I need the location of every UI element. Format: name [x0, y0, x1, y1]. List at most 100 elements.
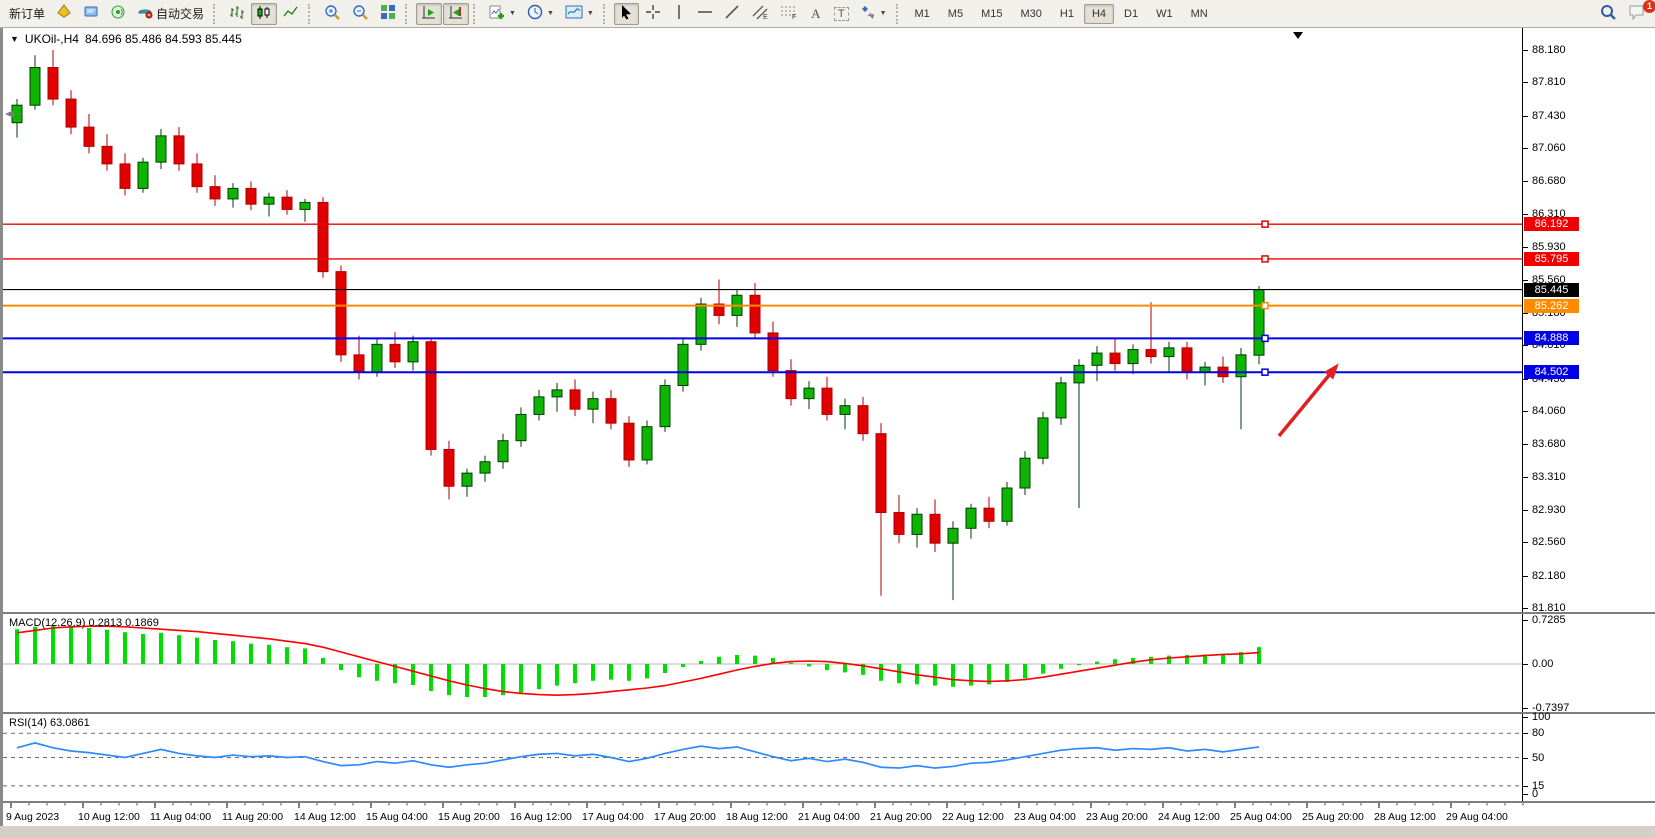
- price-axis-tick: [1523, 542, 1528, 544]
- level-line-handle[interactable]: [1261, 334, 1269, 343]
- time-axis-label: 15 Aug 20:00: [438, 811, 500, 823]
- notifications-button[interactable]: 1: [1623, 0, 1655, 25]
- auto-trading-button[interactable]: 自动交易: [132, 3, 209, 25]
- line-chart-icon: [283, 5, 299, 23]
- rsi-axis-label: 15: [1532, 779, 1545, 792]
- rsi-axis-label: 50: [1532, 751, 1545, 764]
- price-axis-tick: [1523, 509, 1528, 511]
- level-line-handle[interactable]: [1261, 255, 1269, 263]
- price-axis-tick: [1523, 410, 1528, 412]
- channel-tool-button[interactable]: E: [746, 3, 774, 25]
- search-icon: [1600, 4, 1617, 24]
- line-chart-mode-button[interactable]: [278, 3, 304, 25]
- time-axis-label: 17 Aug 20:00: [654, 811, 716, 823]
- periods-button[interactable]: ▼: [522, 3, 559, 25]
- candle-body: [821, 387, 833, 415]
- toolbar-separator: [602, 3, 608, 24]
- timeframe-button-M5[interactable]: M5: [947, 7, 964, 20]
- text-tool-button[interactable]: A: [804, 3, 828, 25]
- tile-windows-button[interactable]: [375, 3, 401, 25]
- candlestick-mode-button[interactable]: [251, 2, 278, 25]
- chart-shift-marker-icon[interactable]: [1293, 32, 1303, 39]
- search-button[interactable]: [1595, 3, 1622, 25]
- rsi-axis: 100 80 50 15 0: [1522, 711, 1655, 801]
- candle-body: [623, 422, 635, 461]
- timeframe-button-W1[interactable]: W1: [1156, 7, 1173, 20]
- time-axis-label: 15 Aug 04:00: [366, 811, 428, 823]
- trendline-tool-button[interactable]: [719, 3, 745, 25]
- level-line-handle[interactable]: [1261, 220, 1269, 228]
- level-line-handle[interactable]: [1261, 368, 1269, 376]
- chart-shift-button[interactable]: [443, 2, 470, 25]
- rsi-axis-tick: [1523, 785, 1528, 787]
- zoom-in-button[interactable]: [319, 3, 346, 25]
- macd-axis-label: -0.7397: [1532, 702, 1570, 715]
- candle-body: [191, 163, 203, 188]
- new-order-button[interactable]: 新订单: [4, 3, 50, 25]
- label-tool-button[interactable]: T: [829, 3, 854, 25]
- toolbar-separator: [895, 3, 901, 24]
- price-axis-tick: [1523, 312, 1528, 314]
- price-axis-label: 83.310: [1532, 470, 1566, 483]
- time-axis-label: 28 Aug 12:00: [1374, 811, 1436, 823]
- time-axis-label: 24 Aug 12:00: [1158, 811, 1220, 823]
- candle-body: [839, 405, 851, 415]
- horizontal-line-tool-button[interactable]: [692, 3, 718, 25]
- price-axis-tick: [1523, 213, 1528, 215]
- candle-body: [1163, 347, 1175, 358]
- auto-scroll-button[interactable]: [416, 2, 443, 25]
- indicators-button[interactable]: ▼: [484, 3, 521, 25]
- chevron-down-icon: ▼: [546, 10, 554, 17]
- rsi-axis-tick: [1523, 794, 1528, 795]
- timeframe-button-M1[interactable]: M1: [914, 7, 930, 20]
- signals-button[interactable]: [105, 3, 131, 25]
- timeframe-button-H4[interactable]: H4: [1083, 3, 1115, 24]
- candlestick-chart-canvas[interactable]: [3, 28, 1525, 612]
- rsi-title: RSI(14): [9, 717, 47, 729]
- yellow-tag-icon: [56, 4, 72, 23]
- notification-count-badge: 1: [1643, 0, 1655, 13]
- toolbar-separator: [405, 3, 410, 24]
- time-axis-label: 10 Aug 12:00: [78, 811, 140, 823]
- macd-axis-label: 0.00: [1532, 658, 1554, 670]
- zoom-out-button[interactable]: [347, 3, 374, 25]
- candle-body: [1073, 364, 1085, 384]
- vertical-line-tool-button[interactable]: [667, 3, 691, 25]
- rsi-axis-tick: [1523, 733, 1528, 735]
- candle-body: [101, 145, 113, 165]
- time-axis[interactable]: 9 Aug 2023 10 Aug 12:00 11 Aug 04:00 11 Aug…: [3, 801, 1655, 826]
- level-line-handle[interactable]: [1261, 301, 1269, 310]
- history-center-button[interactable]: [51, 3, 77, 25]
- rsi-chart-canvas[interactable]: [3, 714, 1525, 801]
- crosshair-tool-button[interactable]: [640, 3, 666, 25]
- candle-body: [173, 135, 185, 165]
- annotation-arrow-shaft[interactable]: [1277, 371, 1333, 438]
- monitor-icon: [83, 4, 99, 23]
- macd-chart-canvas[interactable]: [3, 614, 1525, 712]
- timeframe-button-D1[interactable]: D1: [1124, 7, 1139, 20]
- shapes-tool-button[interactable]: ▼: [855, 3, 892, 25]
- time-axis-label: 11 Aug 20:00: [222, 811, 284, 823]
- candle-body: [767, 332, 779, 372]
- chart-title: ▼ UKOil-,H4 84.696 85.486 84.593 85.445: [10, 32, 242, 46]
- timeframe-button-H1[interactable]: H1: [1059, 7, 1074, 20]
- candle-body: [245, 187, 257, 205]
- price-level-badge: 86.192: [1524, 217, 1579, 232]
- timeframe-button-MN[interactable]: MN: [1190, 7, 1208, 20]
- rsi-axis-tick: [1523, 757, 1528, 759]
- timeframe-button-M30[interactable]: M30: [1020, 7, 1042, 20]
- fibonacci-tool-button[interactable]: F: [775, 3, 803, 25]
- cursor-tool-button[interactable]: [613, 2, 639, 25]
- price-level-badge: 85.262: [1524, 298, 1579, 313]
- annotation-arrow-head[interactable]: [1324, 363, 1339, 380]
- auto-scroll-icon: [421, 5, 437, 23]
- profiles-button[interactable]: [78, 3, 104, 25]
- templates-button[interactable]: ▼: [560, 3, 599, 25]
- time-axis-label: 17 Aug 04:00: [582, 811, 644, 823]
- time-axis-label: 14 Aug 12:00: [294, 811, 356, 823]
- bar-chart-mode-button[interactable]: [224, 3, 250, 25]
- auto-trading-label: 自动交易: [156, 7, 205, 21]
- collapse-triangle-icon[interactable]: ▼: [10, 34, 19, 44]
- timeframe-button-M15[interactable]: M15: [981, 7, 1003, 20]
- equidistant-channel-icon: E: [751, 4, 769, 23]
